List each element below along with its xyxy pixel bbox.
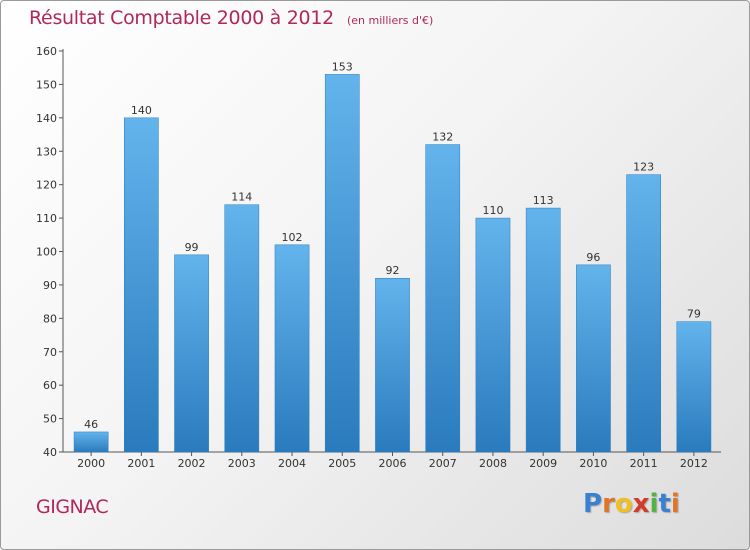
data-label-2006: 92: [386, 264, 400, 277]
bar-2004: [274, 244, 310, 453]
y-axis: 40 50 60 70 80 90 100 110 120 130 140 150 160: [36, 45, 64, 459]
x-tick-label: 2011: [630, 457, 658, 470]
data-label-2009: 113: [533, 194, 554, 207]
brand-letter: o: [614, 489, 633, 519]
bar-2008: [475, 217, 511, 453]
bar-2007: [425, 144, 461, 453]
title-block: Résultat Comptable 2000 à 2012 (en milli…: [29, 7, 433, 29]
y-tick-label: 150: [36, 78, 57, 91]
data-label-2007: 132: [432, 131, 453, 144]
y-tick-label: 120: [36, 179, 57, 192]
y-tick-label: 50: [43, 413, 57, 426]
bar-2010: [576, 264, 611, 453]
x-tick-label: 2001: [127, 457, 155, 470]
x-tick-label: 2002: [178, 457, 206, 470]
bar-2009: [525, 207, 561, 453]
x-tick-label: 2009: [529, 457, 557, 470]
y-tick-label: 160: [36, 45, 57, 58]
data-label-2011: 123: [633, 161, 654, 174]
x-tick-label: 2008: [479, 457, 507, 470]
brand-letter: x: [632, 489, 650, 519]
x-tick-label: 2003: [228, 457, 256, 470]
bar-2003: [224, 204, 260, 453]
y-tick-label: 80: [43, 312, 57, 325]
x-axis: 2000 2001 2002 2003 2004 2005 2006 2007 2008 2009…: [63, 451, 721, 470]
bar-2006: [375, 277, 410, 453]
x-tick-label: 2000: [77, 457, 105, 470]
brand-letter: t: [658, 489, 671, 519]
bar-2005: [324, 74, 360, 453]
x-tick-label: 2007: [429, 457, 457, 470]
brand-letter: i: [649, 489, 659, 519]
brand-letter: P: [583, 489, 603, 519]
brand-logo: Proxiti: [583, 489, 680, 519]
y-tick-label: 90: [43, 279, 57, 292]
data-label-2012: 79: [687, 308, 701, 321]
location-name: GIGNAC: [36, 496, 109, 518]
y-tick-label: 140: [36, 112, 57, 125]
data-label-2004: 102: [282, 231, 303, 244]
x-tick-label: 2004: [278, 457, 306, 470]
data-label-2010: 96: [586, 251, 600, 264]
y-tick-label: 70: [43, 346, 57, 359]
y-tick-label: 110: [36, 212, 57, 225]
x-tick-label: 2005: [328, 457, 356, 470]
bar-2012: [676, 321, 712, 453]
data-label-2002: 99: [185, 241, 199, 254]
bar-2000: [73, 431, 109, 453]
y-tick-label: 40: [43, 446, 57, 459]
bar-2002: [174, 254, 209, 453]
y-tick-label: 130: [36, 145, 57, 158]
data-label-2005: 153: [332, 60, 353, 73]
data-label-2008: 110: [482, 204, 503, 217]
x-tick-label: 2010: [579, 457, 607, 470]
y-tick-label: 60: [43, 379, 57, 392]
brand-letter: i: [670, 489, 680, 519]
data-label-2003: 114: [231, 191, 252, 204]
data-label-2001: 140: [131, 104, 152, 117]
bars: [73, 74, 712, 453]
x-tick-label: 2006: [379, 457, 407, 470]
brand-letter: r: [602, 489, 615, 519]
bar-2011: [626, 174, 661, 453]
data-label-2000: 46: [84, 418, 98, 431]
chart-subtitle: (en milliers d'€): [346, 14, 434, 27]
x-tick-label: 2012: [680, 457, 708, 470]
y-tick-label: 100: [36, 246, 57, 259]
data-labels: 46 140 99 114 102 153 92 132 110 113 96 123 79: [84, 60, 701, 431]
bar-2001: [124, 117, 159, 453]
chart-title: Résultat Comptable 2000 à 2012: [29, 7, 334, 29]
